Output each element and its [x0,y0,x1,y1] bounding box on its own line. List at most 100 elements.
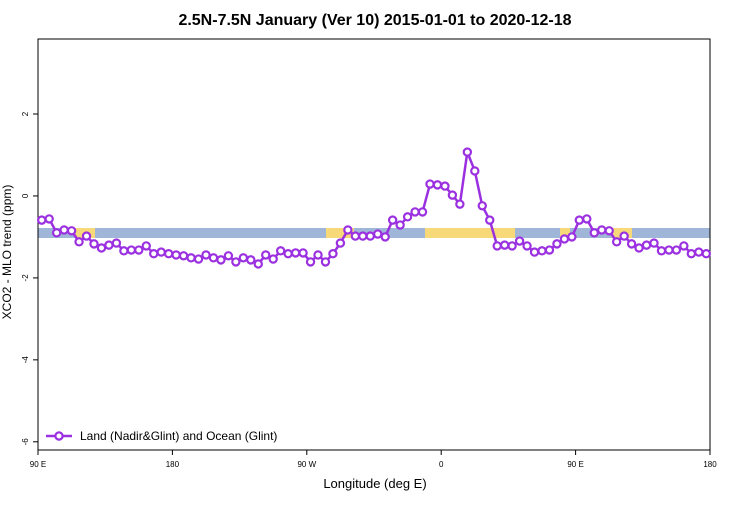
data-point [462,147,473,157]
data-point [231,257,241,267]
data-point [701,249,711,259]
data-point [470,166,480,176]
data-point [514,236,525,246]
data-point [417,207,428,217]
data-point [141,241,151,251]
data-point [178,251,189,261]
data-point [604,226,614,236]
data-point [485,215,495,225]
y-tick-label: -6 [21,438,30,446]
data-point [679,241,689,251]
data-point [582,214,592,224]
data-point [559,234,570,244]
data-point [261,250,271,260]
data-point [216,255,226,265]
data-point [358,231,368,241]
data-point [649,238,659,248]
data-point [656,246,667,256]
data-point [686,249,697,259]
data-point [298,248,308,258]
data-point [328,249,338,259]
data-point [268,254,278,264]
data-point [440,181,450,191]
data-point [537,246,547,256]
data-point [432,180,443,190]
data-point [96,243,107,253]
data-point [343,225,353,235]
data-point [193,254,204,264]
data-point [313,250,323,260]
data-point [492,241,502,251]
data-point [597,225,607,235]
x-tick-label: 0 [439,460,444,469]
data-point [507,241,517,251]
data-point [694,247,704,257]
data-point [238,253,249,263]
land-band [425,228,515,238]
legend-marker [54,431,64,441]
data-point [305,257,316,267]
x-tick-label: 90 W [297,460,316,469]
data-point [89,239,99,249]
data-point [671,245,682,255]
land-band [560,228,570,238]
data-point [529,247,540,257]
data-point [410,207,420,217]
chart-title: 2.5N-7.5N January (Ver 10) 2015-01-01 to… [178,12,571,29]
x-tick-label: 180 [703,460,717,469]
data-point [335,238,346,248]
data-point [275,246,286,256]
x-tick-label: 180 [166,460,180,469]
data-point [522,241,532,251]
data-point [387,215,398,225]
data-point [66,226,77,236]
data-point [574,215,585,225]
data-point [163,249,174,259]
data-point [626,239,637,249]
data-point [186,253,196,263]
data-point [119,246,129,256]
y-tick-label: -2 [21,274,30,282]
data-point [126,245,137,255]
data-point [171,250,181,260]
data-point [619,231,629,241]
data-point [477,201,487,211]
data-point [455,199,465,209]
y-tick-label: 0 [21,193,30,198]
data-point [290,248,301,258]
data-point [74,237,84,247]
plot-frame [37,38,711,451]
data-point [104,240,114,250]
data-point [350,231,361,241]
data-point [223,251,234,261]
data-point [552,239,562,249]
x-tick-label: 90 E [30,460,46,469]
data-point [373,229,383,239]
data-point [134,245,144,255]
data-point [567,232,577,242]
data-point [589,228,599,238]
y-tick-label: 2 [21,111,30,116]
legend-label: Land (Nadir&Glint) and Ocean (Glint) [80,429,277,443]
x-axis-label: Longitude (deg E) [323,476,426,491]
data-point [499,240,510,250]
data-point [201,250,211,260]
data-point [208,253,219,263]
data-point [253,259,263,269]
data-point [641,240,652,250]
data-point [365,231,375,241]
data-point [544,245,555,255]
data-point [246,255,256,265]
data-point [44,214,54,224]
data-point [380,232,390,242]
data-point [51,228,62,238]
data-point [634,243,644,253]
data-point [59,225,69,235]
data-point [402,212,413,222]
x-tick-label: 90 E [567,460,583,469]
data-point [664,245,674,255]
y-axis-label: XCO2 - MLO trend (ppm) [0,185,14,320]
data-point [156,247,166,257]
data-point [395,220,405,230]
